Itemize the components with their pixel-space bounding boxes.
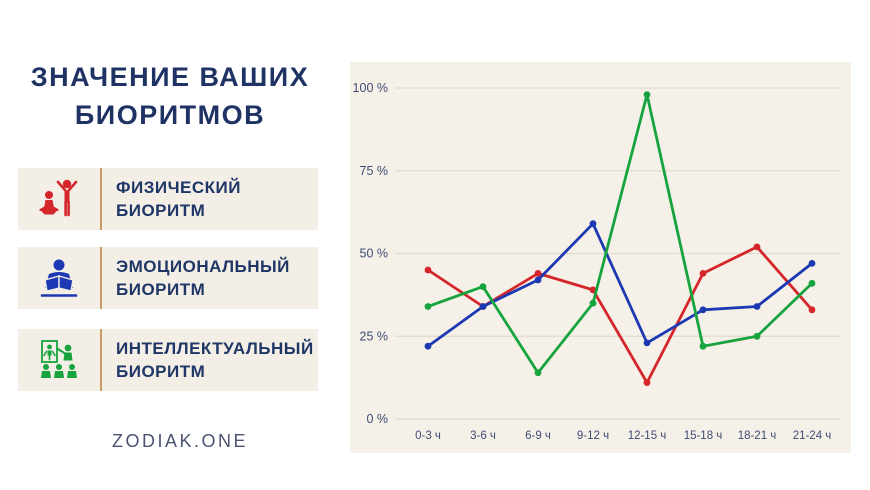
legend-label-emotional-line1: ЭМОЦИОНАЛЬНЫЙ xyxy=(116,257,290,276)
presentation-group-icon xyxy=(18,329,100,391)
y-axis-tick-label: 25 % xyxy=(360,329,389,343)
y-axis-tick-label: 100 % xyxy=(353,81,388,95)
legend-item-emotional: ЭМОЦИОНАЛЬНЫЙ БИОРИТМ xyxy=(18,247,318,309)
data-point-1-7 xyxy=(808,260,816,267)
data-point-1-4 xyxy=(643,339,651,347)
legend-divider xyxy=(100,329,102,391)
legend-label-intellectual-line1: ИНТЕЛЛЕКТУАЛЬНЫЙ xyxy=(116,339,314,358)
legend-label-intellectual-line2: БИОРИТМ xyxy=(116,362,206,381)
legend-label-physical-line1: ФИЗИЧЕСКИЙ xyxy=(116,178,241,197)
data-point-2-2 xyxy=(534,369,542,377)
x-axis-tick-label: 21-24 ч xyxy=(793,430,832,442)
data-point-0-6 xyxy=(753,243,761,251)
legend-panel: ЗНАЧЕНИЕ ВАШИХ БИОРИТМОВ xyxy=(0,0,350,490)
page-title-line2: БИОРИТМОВ xyxy=(74,100,266,130)
data-point-2-4 xyxy=(643,91,651,98)
data-point-1-2 xyxy=(534,276,542,284)
biorhythm-line-chart: 0 % 25 % 50 % 75 % 100 % 0-3 ч 3-6 ч 6-9 ч 9-12 … xyxy=(350,62,851,453)
data-point-1-0 xyxy=(424,342,432,350)
legend-label-emotional-line2: БИОРИТМ xyxy=(116,280,206,299)
legend-divider xyxy=(100,247,102,309)
reading-person-icon xyxy=(18,247,100,309)
data-point-0-2 xyxy=(534,270,542,277)
y-axis-tick-label: 0 % xyxy=(366,412,388,426)
exercise-figures-icon xyxy=(18,168,100,230)
y-axis-tick-label: 75 % xyxy=(360,164,389,178)
data-point-2-0 xyxy=(424,303,432,310)
legend-label-physical-line2: БИОРИТМ xyxy=(116,201,206,220)
data-point-0-7 xyxy=(808,306,816,314)
data-point-2-5 xyxy=(699,342,707,350)
x-axis-tick-label: 9-12 ч xyxy=(577,430,609,442)
y-axis-tick-label: 50 % xyxy=(360,247,389,261)
x-axis-tick-label: 12-15 ч xyxy=(628,430,667,442)
series-line-2 xyxy=(426,93,814,375)
data-point-1-3 xyxy=(589,220,597,228)
legend-item-intellectual: ИНТЕЛЛЕКТУАЛЬНЫЙ БИОРИТМ xyxy=(18,329,318,391)
x-axis-tick-label: 15-18 ч xyxy=(684,430,723,442)
page-title: ЗНАЧЕНИЕ ВАШИХ БИОРИТМОВ xyxy=(0,58,340,134)
data-point-1-6 xyxy=(753,303,761,310)
data-point-0-0 xyxy=(424,266,432,274)
data-point-0-5 xyxy=(699,270,707,277)
series-line-0 xyxy=(426,245,814,385)
data-point-2-3 xyxy=(589,299,597,307)
data-point-2-6 xyxy=(753,332,761,340)
x-axis-tick-label: 3-6 ч xyxy=(470,430,496,442)
data-point-1-1 xyxy=(479,303,487,310)
x-axis-tick-label: 0-3 ч xyxy=(415,430,441,442)
brand-watermark: ZODIAK.ONE xyxy=(111,431,248,451)
data-point-2-7 xyxy=(808,279,816,287)
data-point-0-4 xyxy=(643,379,651,386)
data-point-2-1 xyxy=(479,283,487,290)
x-axis-tick-label: 18-21 ч xyxy=(738,430,777,442)
x-axis-tick-label: 6-9 ч xyxy=(525,430,551,442)
data-point-1-5 xyxy=(699,306,707,314)
page-title-line1: ЗНАЧЕНИЕ ВАШИХ xyxy=(30,62,310,92)
legend-divider xyxy=(100,168,102,230)
legend-item-physical: ФИЗИЧЕСКИЙ БИОРИТМ xyxy=(18,168,318,230)
